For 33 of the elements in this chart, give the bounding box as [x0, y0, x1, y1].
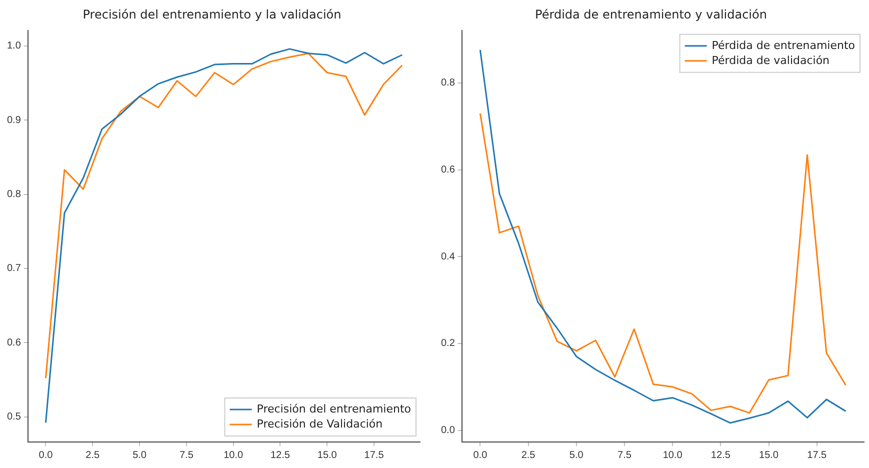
- legend-label: Pérdida de entrenamiento: [712, 38, 856, 52]
- y-tick-label: 0.6: [440, 164, 456, 176]
- x-tick-label: 2.5: [86, 450, 100, 461]
- x-tick-label: 17.5: [364, 450, 384, 461]
- x-tick-label: 17.5: [807, 450, 828, 461]
- x-tick-label: 15.0: [759, 450, 779, 461]
- y-tick-label: 0.0: [440, 425, 456, 436]
- x-tick-label: 2.5: [521, 450, 536, 461]
- x-tick-label: 12.5: [710, 450, 731, 461]
- x-tick-label: 7.5: [618, 450, 632, 461]
- legend-label: Precisión de Validación: [256, 417, 383, 430]
- y-tick-label: 0.8: [440, 78, 456, 89]
- y-tick-label: 0.8: [6, 189, 22, 200]
- y-tick-label: 0.2: [440, 338, 456, 350]
- x-tick-label: 10.0: [662, 450, 683, 461]
- x-tick-label: 15.0: [317, 450, 338, 461]
- y-tick-label: 0.5: [6, 412, 22, 423]
- y-tick-label: 0.6: [6, 337, 22, 348]
- y-tick-label: 0.9: [6, 114, 22, 126]
- y-tick-label: 0.4: [440, 251, 456, 262]
- chart-title: Pérdida de entrenamiento y validación: [535, 7, 767, 22]
- y-tick-label: 1.0: [6, 40, 22, 52]
- legend-label: Precisión del entrenamiento: [256, 402, 412, 416]
- x-tick-label: 12.5: [270, 450, 290, 461]
- legend-label: Pérdida de validación: [712, 54, 830, 67]
- x-tick-label: 5.0: [132, 450, 147, 461]
- x-tick-label: 5.0: [569, 450, 584, 461]
- x-tick-label: 7.5: [179, 450, 194, 461]
- x-tick-label: 0.0: [38, 450, 54, 461]
- y-tick-label: 0.7: [6, 263, 22, 274]
- x-tick-label: 0.0: [473, 450, 488, 461]
- chart-title: Precisión del entrenamiento y la validación: [82, 7, 342, 22]
- x-tick-label: 10.0: [224, 450, 244, 461]
